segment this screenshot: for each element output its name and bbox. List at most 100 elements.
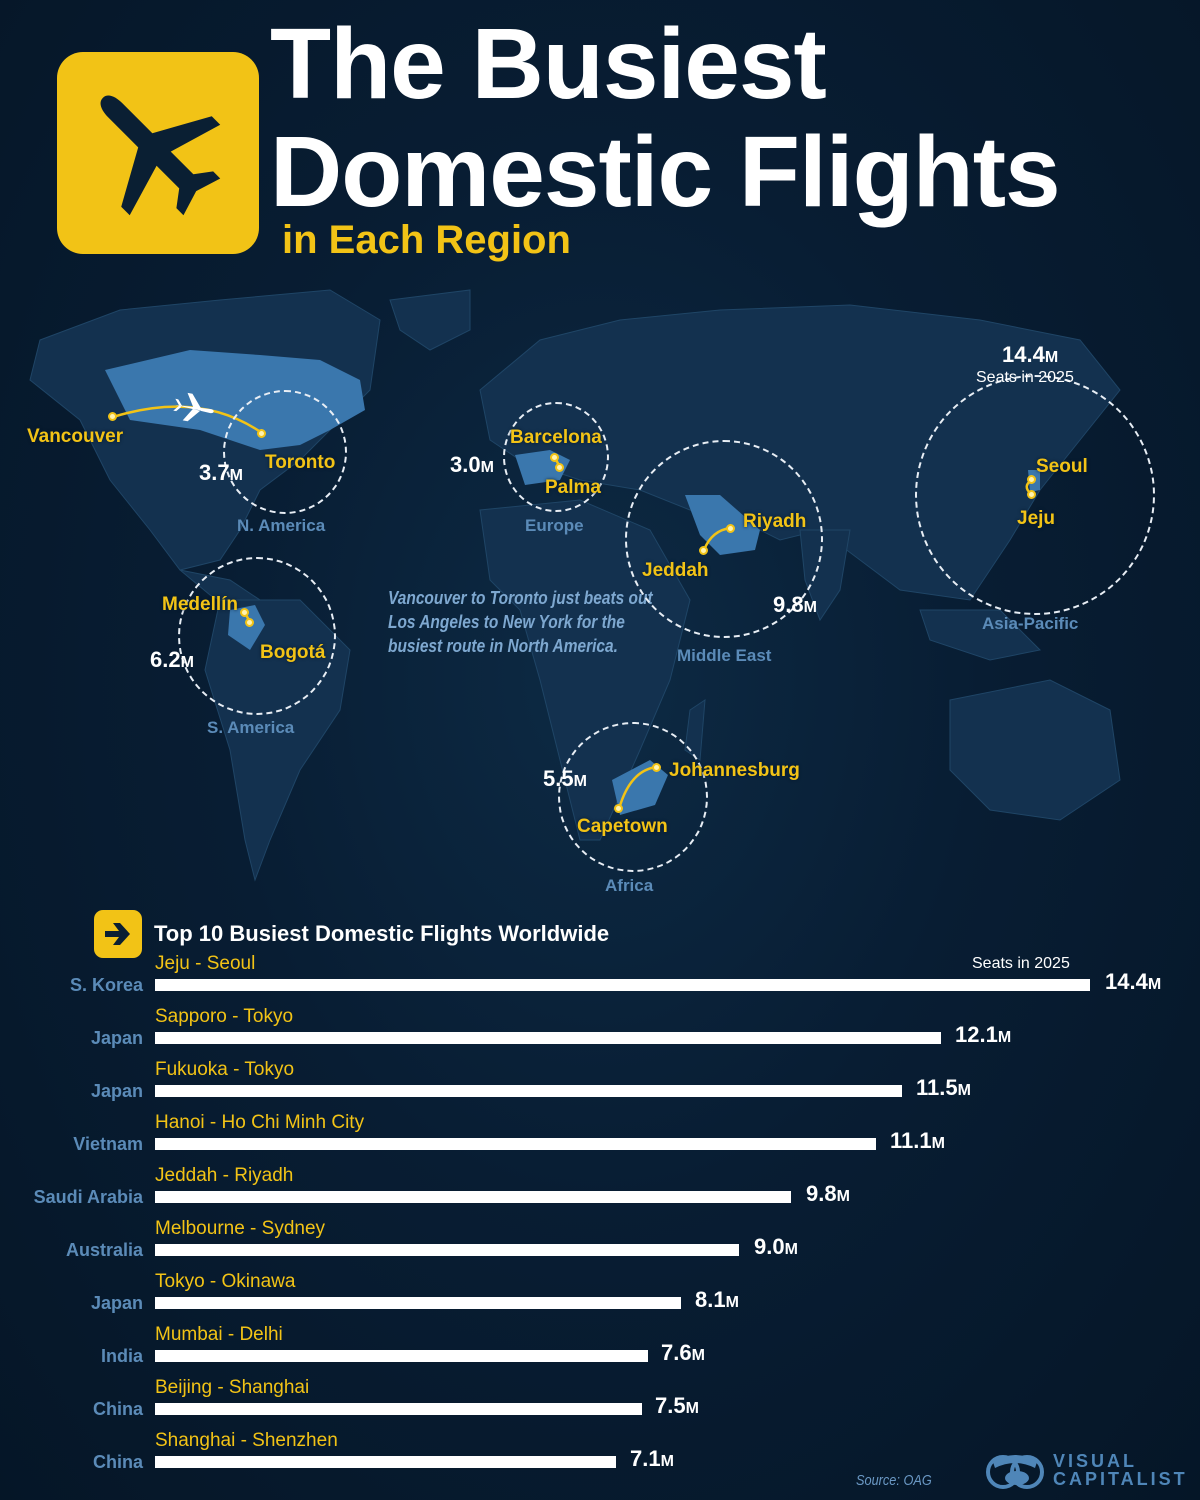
value-number: 8.1 bbox=[695, 1287, 726, 1312]
brand-name: VISUAL CAPITALIST bbox=[1053, 1452, 1188, 1488]
world-map: Vancouver to Toronto just beats out Los … bbox=[0, 280, 1200, 910]
value-unit: M bbox=[480, 459, 494, 476]
bar-row: Melbourne - Sydney Australia 9.0M bbox=[0, 1218, 1200, 1271]
city-label-vancouver: Vancouver bbox=[27, 426, 124, 447]
value-number: 11.1 bbox=[890, 1128, 932, 1153]
country-label: Japan bbox=[90, 1293, 143, 1313]
route-label: Tokyo - Okinawa bbox=[155, 1271, 296, 1292]
chart-header: Top 10 Busiest Domestic Flights Worldwid… bbox=[94, 910, 609, 958]
route-value-s-america: 6.2M bbox=[150, 647, 194, 673]
region-circle-europe bbox=[503, 402, 609, 512]
brand-logo: VISUAL CAPITALIST bbox=[985, 1450, 1188, 1490]
plane-marker-icon bbox=[173, 392, 214, 422]
source-note: Source: OAG bbox=[856, 1472, 932, 1489]
bar bbox=[155, 1138, 876, 1150]
route-label: Melbourne - Sydney bbox=[155, 1218, 326, 1239]
title-line-1: The Busiest bbox=[270, 8, 827, 120]
bar bbox=[155, 1456, 616, 1468]
value-unit: M bbox=[784, 1241, 798, 1258]
chart-title: Top 10 Busiest Domestic Flights Worldwid… bbox=[154, 921, 610, 946]
bar-value: 11.1M bbox=[890, 1128, 945, 1154]
route-label: Jeddah - Riyadh bbox=[155, 1165, 294, 1186]
city-dot bbox=[726, 524, 735, 533]
bar-row: Fukuoka - Tokyo Japan 11.5M bbox=[0, 1059, 1200, 1112]
bar-value: 8.1M bbox=[695, 1287, 739, 1313]
bar-row: Mumbai - Delhi India 7.6M bbox=[0, 1324, 1200, 1377]
value-unit: M bbox=[691, 1347, 705, 1364]
route-value-europe: 3.0M bbox=[450, 452, 494, 478]
visual-capitalist-logo-icon bbox=[986, 1455, 1044, 1489]
country-label: Japan bbox=[90, 1081, 143, 1101]
city-dot bbox=[614, 804, 623, 813]
route-label: Sapporo - Tokyo bbox=[155, 1006, 294, 1027]
value-unit: M bbox=[1044, 349, 1059, 366]
region-circle-asia-pacific bbox=[915, 375, 1155, 615]
value-unit: M bbox=[836, 1188, 850, 1205]
value-number: 7.5 bbox=[655, 1393, 686, 1418]
city-dot bbox=[699, 546, 708, 555]
bar bbox=[155, 1403, 642, 1415]
country-label: Japan bbox=[90, 1028, 143, 1048]
value-number: 3.7 bbox=[199, 460, 230, 485]
value-unit: M bbox=[803, 599, 817, 616]
bar-value: 14.4M bbox=[1105, 969, 1161, 995]
airplane-icon bbox=[100, 95, 221, 216]
region-label-middle-east: Middle East bbox=[677, 646, 772, 665]
value-unit: M bbox=[957, 1082, 971, 1099]
bar-value: 7.5M bbox=[655, 1393, 699, 1419]
value-number: 7.1 bbox=[630, 1446, 661, 1471]
route-value-asia-pacific: 14.4M bbox=[1002, 342, 1058, 368]
value-number: 9.8 bbox=[806, 1181, 837, 1206]
value-unit: M bbox=[997, 1029, 1012, 1046]
value-unit: M bbox=[229, 467, 243, 484]
bar bbox=[155, 1085, 902, 1097]
city-label-jeddah: Jeddah bbox=[642, 560, 709, 581]
value-unit: M bbox=[725, 1294, 739, 1311]
country-label: China bbox=[92, 1452, 143, 1472]
value-unit: M bbox=[573, 773, 587, 790]
country-label: Saudi Arabia bbox=[33, 1187, 143, 1207]
brand-line-1: VISUAL bbox=[1053, 1451, 1138, 1471]
bar bbox=[155, 1297, 681, 1309]
route-value-middle-east: 9.8M bbox=[773, 592, 817, 618]
city-dot bbox=[257, 429, 266, 438]
city-dot bbox=[652, 763, 661, 772]
bar-value: 9.8M bbox=[806, 1181, 850, 1207]
bar bbox=[155, 1191, 791, 1203]
route-value-africa: 5.5M bbox=[543, 766, 587, 792]
bar bbox=[155, 1244, 739, 1256]
bar-value: 7.1M bbox=[630, 1446, 674, 1472]
bar bbox=[155, 1350, 648, 1362]
seats-label-map: Seats in 2025 bbox=[976, 369, 1074, 386]
value-number: 7.6 bbox=[661, 1340, 692, 1365]
brand-line-2: CAPITALIST bbox=[1053, 1469, 1188, 1489]
bar-row: Beijing - Shanghai China 7.5M bbox=[0, 1377, 1200, 1430]
bar-row: Tokyo - Okinawa Japan 8.1M bbox=[0, 1271, 1200, 1324]
bar-row: Shanghai - Shenzhen China 7.1M bbox=[0, 1430, 1200, 1483]
region-label-asia-pacific: Asia-Pacific bbox=[982, 614, 1079, 633]
city-dot bbox=[550, 453, 559, 462]
bar-value: 9.0M bbox=[754, 1234, 798, 1260]
city-label-toronto: Toronto bbox=[265, 452, 336, 473]
country-label: S. Korea bbox=[69, 975, 143, 995]
region-circle-n-america bbox=[223, 390, 347, 514]
value-number: 3.0 bbox=[450, 452, 481, 477]
value-unit: M bbox=[660, 1453, 674, 1470]
value-number: 9.0 bbox=[754, 1234, 785, 1259]
route-label: Beijing - Shanghai bbox=[155, 1377, 310, 1398]
city-label-barcelona: Barcelona bbox=[510, 427, 602, 448]
value-unit: M bbox=[931, 1135, 945, 1152]
bar-value: 11.5M bbox=[916, 1075, 971, 1101]
route-label: Hanoi - Ho Chi Minh City bbox=[155, 1112, 365, 1133]
region-label-n-america: N. America bbox=[237, 516, 326, 535]
city-label-seoul: Seoul bbox=[1036, 456, 1088, 477]
value-number: 14.4 bbox=[1002, 342, 1045, 367]
logo-badge bbox=[57, 52, 259, 254]
region-circle-africa bbox=[558, 722, 708, 872]
region-label-africa: Africa bbox=[605, 876, 654, 895]
country-label: China bbox=[92, 1399, 143, 1419]
bar bbox=[155, 1032, 941, 1044]
bar-row: Jeddah - Riyadh Saudi Arabia 9.8M bbox=[0, 1165, 1200, 1218]
city-label-johannesburg: Johannesburg bbox=[669, 760, 800, 781]
bar-value: 7.6M bbox=[661, 1340, 705, 1366]
